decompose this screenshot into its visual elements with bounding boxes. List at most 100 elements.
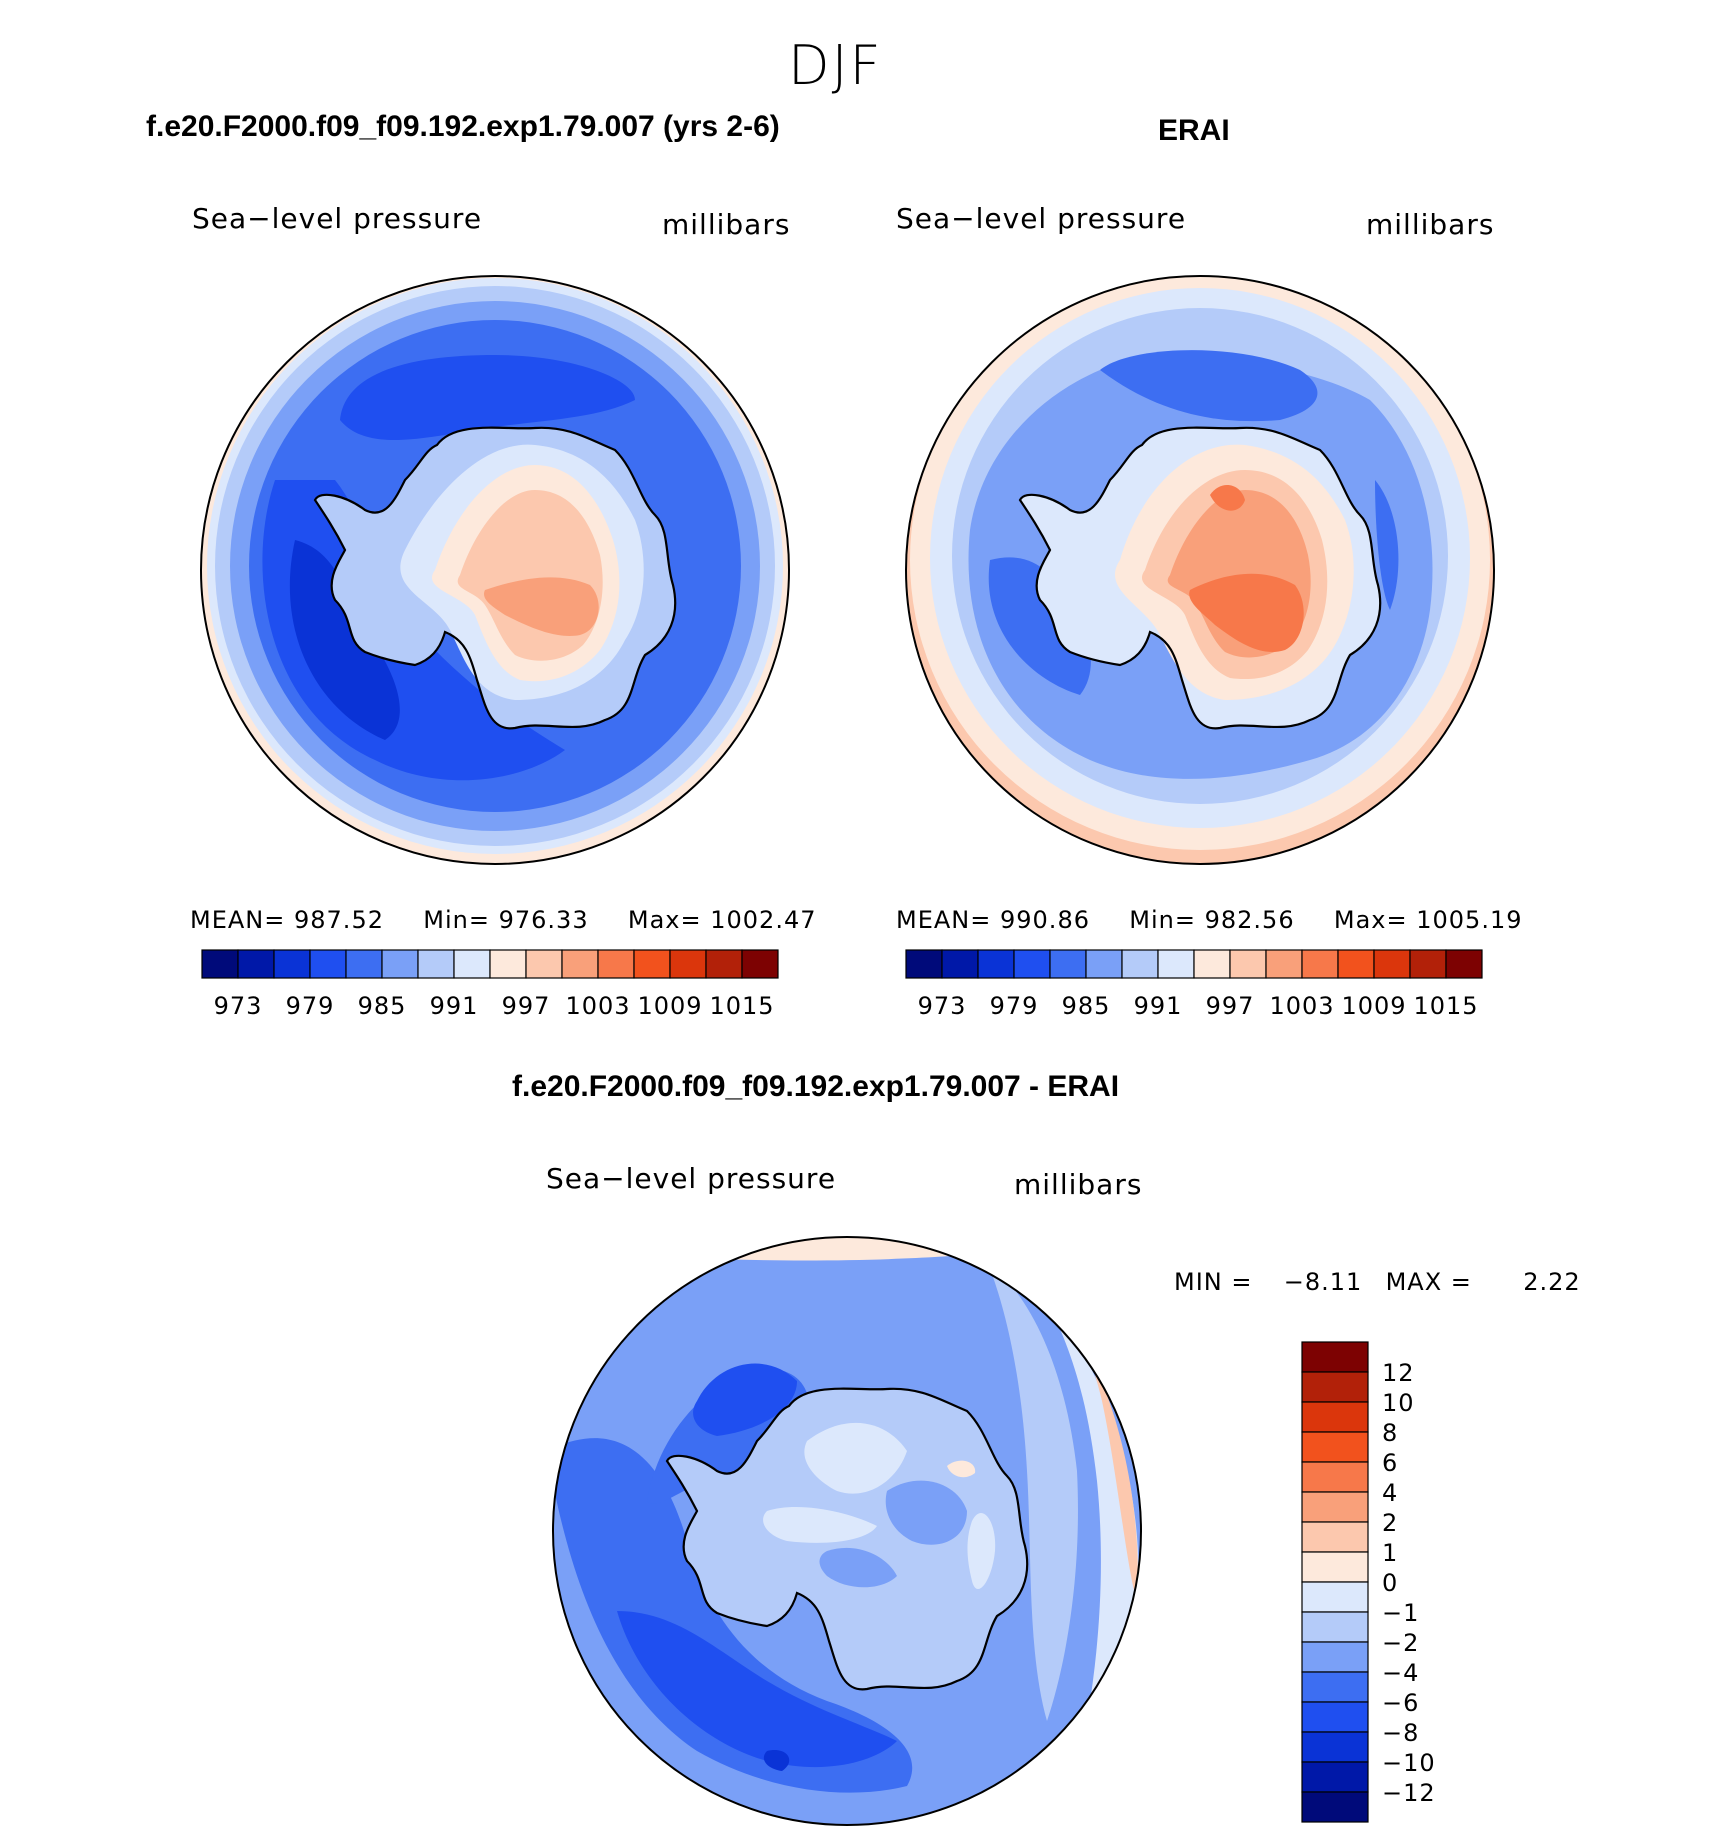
colorbar-model-swatch: [489, 949, 527, 979]
colorbar-erai-swatch: [1265, 949, 1303, 979]
colorbar-difference-tick-label: −1: [1382, 1599, 1419, 1627]
variable-label-difference: Sea−level pressure: [546, 1162, 837, 1195]
season-title: DJF: [788, 34, 883, 97]
colorbar-model-tick-label: 985: [358, 992, 407, 1020]
colorbar-model-swatch: [201, 949, 239, 979]
colorbar-model-swatch: [273, 949, 311, 979]
colorbar-erai-swatch: [1445, 949, 1483, 979]
min-label: MIN =: [1174, 1268, 1253, 1296]
colorbar-model-tick-label: 1003: [565, 992, 630, 1020]
colorbar-erai-swatch: [1373, 949, 1411, 979]
colorbar-difference-tick-label: 10: [1382, 1389, 1415, 1417]
colorbar-difference-swatch: [1301, 1341, 1369, 1373]
colorbar-difference-tick-label: 0: [1382, 1569, 1398, 1597]
colorbar-model-swatch: [669, 949, 707, 979]
colorbar-erai-swatch: [1121, 949, 1159, 979]
colorbar-model-swatch: [597, 949, 635, 979]
colorbar-model-swatch: [561, 949, 599, 979]
colorbar-difference-swatch: [1301, 1371, 1369, 1403]
mean-label: MEAN=: [190, 906, 286, 934]
units-label-difference: millibars: [1014, 1168, 1143, 1201]
mean-value: 990.86: [1000, 906, 1090, 934]
max-label: MAX =: [1385, 1268, 1472, 1296]
colorbar-model-swatch: [417, 949, 455, 979]
colorbar-difference-tick-label: 8: [1382, 1419, 1398, 1447]
colorbar-model-swatch: [237, 949, 275, 979]
panel-title-difference: f.e20.F2000.f09_f09.192.exp1.79.007 - ER…: [512, 1070, 1120, 1103]
colorbar-difference-tick-label: 1: [1382, 1539, 1398, 1567]
min-value: 976.33: [498, 906, 589, 934]
colorbar-model-tick-label: 979: [286, 992, 335, 1020]
colorbar-erai-tick-label: 1003: [1269, 992, 1334, 1020]
colorbar-difference-tick-label: 4: [1382, 1479, 1398, 1507]
colorbar-erai: 973 979 985 991 997 1003 1009 1015: [905, 949, 1483, 1020]
colorbar-model-tick-label: 997: [502, 992, 551, 1020]
colorbar-erai-swatch: [1301, 949, 1339, 979]
colorbar-model-tick-label: 1015: [709, 992, 774, 1020]
min-value: −8.11: [1283, 1268, 1363, 1296]
stats-model: MEAN= 987.52 Min= 976.33 Max= 1002.47: [190, 906, 817, 934]
min-label: Min=: [423, 906, 490, 934]
colorbar-difference-tick-label: −4: [1382, 1659, 1419, 1687]
colorbar-erai-swatch: [1229, 949, 1267, 979]
colorbar-difference-tick-label: −6: [1382, 1689, 1419, 1717]
colorbar-difference-swatch: [1301, 1791, 1369, 1823]
colorbar-model-swatch: [633, 949, 671, 979]
colorbar-difference-tick-label: −2: [1382, 1629, 1419, 1657]
colorbar-difference-swatch: [1301, 1611, 1369, 1643]
colorbar-difference-swatch: [1301, 1491, 1369, 1523]
colorbar-difference-tick-label: 2: [1382, 1509, 1398, 1537]
units-label-erai: millibars: [1366, 208, 1495, 241]
colorbar-erai-swatch: [941, 949, 979, 979]
stats-difference: MIN = −8.11 MAX = 2.22: [1174, 1268, 1581, 1296]
colorbar-erai-tick-label: 997: [1206, 992, 1255, 1020]
colorbar-difference-swatch: [1301, 1671, 1369, 1703]
colorbar-erai-swatch: [1013, 949, 1051, 979]
colorbar-model-swatch: [345, 949, 383, 979]
max-value: 1002.47: [710, 906, 817, 934]
units-label-model: millibars: [662, 208, 791, 241]
colorbar-difference-swatch: [1301, 1761, 1369, 1793]
colorbar-difference-swatch: [1301, 1521, 1369, 1553]
colorbar-erai-tick-label: 991: [1134, 992, 1183, 1020]
mean-value: 987.52: [294, 906, 384, 934]
colorbar-erai-tick-label: 1015: [1413, 992, 1478, 1020]
colorbar-erai-swatch: [1157, 949, 1195, 979]
colorbar-erai-swatch: [1409, 949, 1447, 979]
colorbar-model-swatch: [309, 949, 347, 979]
colorbar-erai-swatch: [905, 949, 943, 979]
polar-map-erai: [905, 275, 1495, 865]
colorbar-difference-swatch: [1301, 1641, 1369, 1673]
colorbar-difference-swatch: [1301, 1731, 1369, 1763]
colorbar-model-swatch: [381, 949, 419, 979]
max-value: 1005.19: [1416, 906, 1523, 934]
colorbar-erai-tick-label: 979: [990, 992, 1039, 1020]
colorbar-erai-swatch: [1085, 949, 1123, 979]
colorbar-erai-tick-label: 985: [1062, 992, 1111, 1020]
colorbar-difference-swatch: [1301, 1431, 1369, 1463]
colorbar-difference-tick-label: −8: [1382, 1719, 1419, 1747]
colorbar-model-swatch: [741, 949, 779, 979]
colorbar-erai-tick-label: 1009: [1341, 992, 1406, 1020]
panel-title-erai: ERAI: [1158, 114, 1230, 147]
colorbar-difference-swatch: [1301, 1701, 1369, 1733]
colorbar-model-swatch: [453, 949, 491, 979]
max-label: Max=: [1333, 906, 1408, 934]
colorbar-erai-swatch: [1193, 949, 1231, 979]
min-label: Min=: [1129, 906, 1196, 934]
colorbar-difference-swatch: [1301, 1581, 1369, 1613]
max-value: 2.22: [1523, 1268, 1581, 1296]
max-label: Max=: [627, 906, 702, 934]
colorbar-model: 973 979 985 991 997 1003 1009 1015: [201, 949, 779, 1020]
colorbar-difference-swatch: [1301, 1461, 1369, 1493]
polar-map-difference: [552, 1236, 1142, 1826]
colorbar-difference-swatch: [1301, 1551, 1369, 1583]
colorbar-erai-swatch: [1049, 949, 1087, 979]
stats-erai: MEAN= 990.86 Min= 982.56 Max= 1005.19: [896, 906, 1523, 934]
colorbar-difference-tick-label: −10: [1382, 1749, 1436, 1777]
panel-title-model: f.e20.F2000.f09_f09.192.exp1.79.007 (yrs…: [146, 110, 780, 143]
colorbar-model-swatch: [525, 949, 563, 979]
colorbar-model-tick-label: 991: [430, 992, 479, 1020]
colorbar-erai-swatch: [1337, 949, 1375, 979]
